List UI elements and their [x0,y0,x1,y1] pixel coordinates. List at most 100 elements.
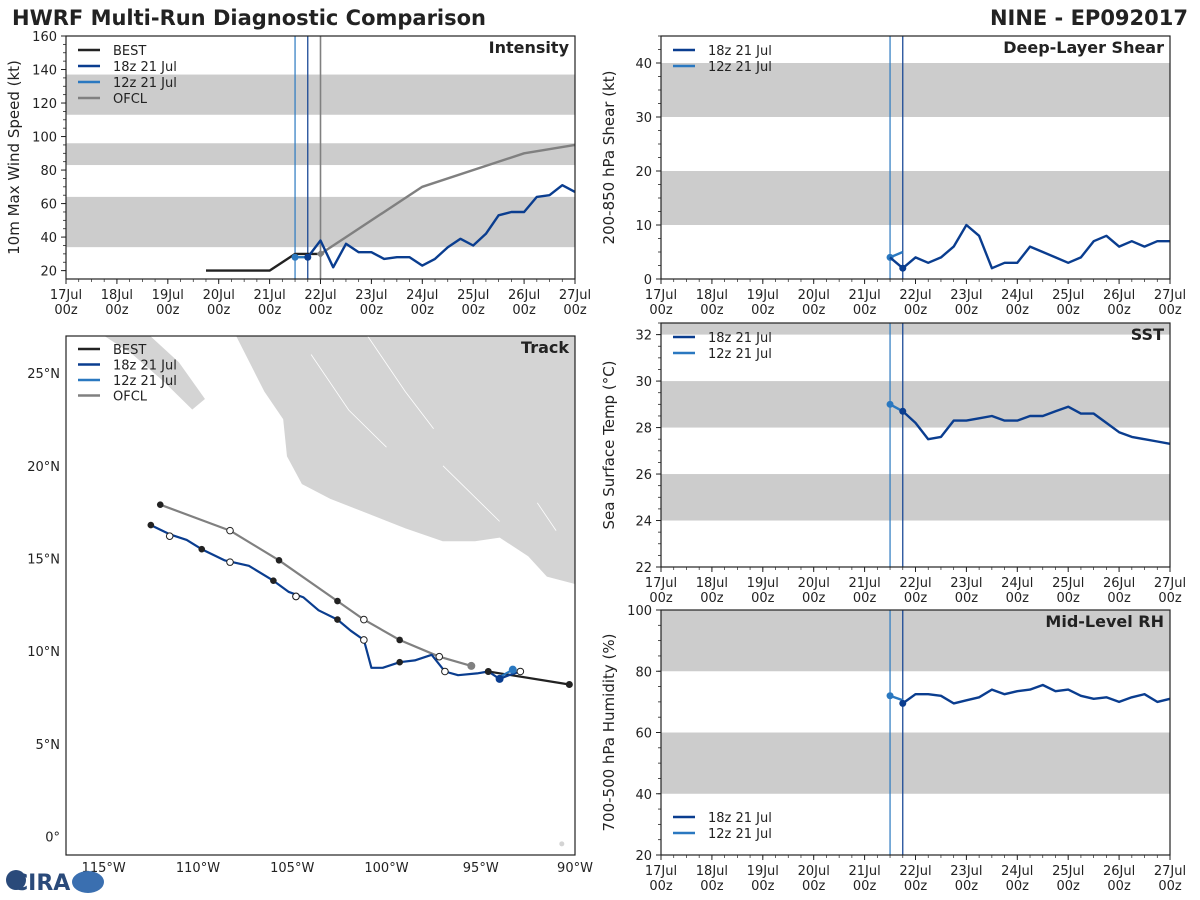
state-border-3 [536,502,557,531]
legend-label: 18z 21 Jul [708,44,772,59]
y-tick-label: 100 [32,131,57,146]
x-tick-date: 21Jul [848,864,880,879]
x-tick-date: 21Jul [848,576,880,591]
x-tick-hour: 00z [54,303,78,318]
x-tick-hour: 00z [904,303,928,318]
map-frame [65,335,576,856]
x-tick-hour: 00z [751,303,775,318]
lat-tick-label: 20°N [27,460,60,475]
track-dot-run18 [396,658,403,666]
x-tick-hour: 00z [955,879,979,894]
x-tick-hour: 00z [1158,591,1182,606]
x-tick-date: 17Jul [50,288,82,303]
x-tick-date: 24Jul [406,288,438,303]
y-tick-label: 60 [635,727,652,742]
track-dot-run18 [198,545,206,553]
x-tick-date: 22Jul [899,576,931,591]
x-tick-hour: 00z [156,303,180,318]
x-tick-date: 23Jul [950,864,982,879]
y-tick-label: 10 [635,219,652,234]
x-tick-hour: 00z [105,303,129,318]
x-tick-date: 22Jul [899,864,931,879]
x-tick-hour: 00z [1006,879,1030,894]
x-tick-date: 19Jul [152,288,184,303]
y-tick-label: 28 [635,422,652,437]
legend-label: OFCL [113,390,148,405]
x-tick-date: 25Jul [457,288,489,303]
x-tick-hour: 00z [802,303,826,318]
legend-label: 12z 21 Jul [708,60,772,75]
logo-globe-icon [6,870,26,890]
x-tick-date: 18Jul [696,576,728,591]
land-layer [102,336,575,847]
x-tick-date: 21Jul [253,288,285,303]
lon-tick-label: 110°W [176,861,220,876]
x-tick-date: 27Jul [559,288,591,303]
band-1 [661,63,1170,117]
rh-panel: 2040608010017Jul00z18Jul00z19Jul00z20Jul… [600,604,1186,894]
x-tick-date: 20Jul [798,576,830,591]
x-tick-hour: 00z [904,879,928,894]
x-tick-date: 19Jul [747,864,779,879]
y-tick-label: 140 [32,64,57,79]
y-tick-label: 60 [40,198,57,213]
figure-title: HWRF Multi-Run Diagnostic Comparison [12,6,486,30]
y-tick-label: 26 [635,468,652,483]
track-dot-open-ofcl [435,652,444,661]
track-panel: 115°W 110°W 105°W 100°W 95°W 90°W0°5°N10°N15°… [27,335,593,876]
x-tick-date: 19Jul [747,576,779,591]
x-tick-date: 25Jul [1052,576,1084,591]
y-axis-label: Sea Surface Temp (°C) [600,360,618,529]
x-tick-hour: 00z [1006,303,1030,318]
y-tick-label: 20 [40,265,57,280]
x-tick-hour: 00z [802,879,826,894]
series-marker-run18 [899,264,907,272]
x-tick-date: 27Jul [1154,288,1186,303]
track-dot-open-run18 [292,592,300,601]
intensity-panel: 2040608010012014016017Jul00z18Jul00z19Ju… [5,30,591,318]
land-baja [102,336,207,411]
lat-tick-label: 10°N [27,645,60,660]
panel-title: Mid-Level RH [1045,612,1164,631]
x-tick-date: 24Jul [1001,288,1033,303]
track-dot-open-ofcl [360,615,368,624]
storm-id: NINE - EP092017 [990,6,1188,30]
x-tick-hour: 00z [649,303,673,318]
x-tick-date: 27Jul [1154,576,1186,591]
x-tick-hour: 00z [700,879,724,894]
lon-tick-label: 100°W [364,861,408,876]
x-tick-date: 22Jul [899,288,931,303]
panel-title: SST [1131,325,1164,344]
band-2 [661,323,1170,335]
x-tick-date: 27Jul [1154,864,1186,879]
x-tick-date: 18Jul [696,288,728,303]
track-dot-open-run18 [226,558,234,566]
lat-tick-label: 0° [45,830,60,845]
y-tick-label: 100 [627,604,652,619]
land-galapagos [559,841,565,847]
x-tick-date: 23Jul [355,288,387,303]
x-tick-hour: 00z [904,591,928,606]
x-tick-date: 25Jul [1052,288,1084,303]
logo-text: CIRA [12,871,70,896]
legend-label: 12z 21 Jul [113,374,177,389]
x-tick-hour: 00z [802,591,826,606]
panel-title: Deep-Layer Shear [1003,38,1164,57]
track-dot-run18 [270,577,277,584]
x-tick-hour: 00z [360,303,384,318]
x-tick-hour: 00z [700,303,724,318]
y-tick-label: 20 [635,165,652,180]
sst-panel: 22242628303217Jul00z18Jul00z19Jul00z20Ju… [600,322,1186,606]
y-tick-label: 24 [635,515,652,530]
logo-storm-icon [72,871,104,893]
x-tick-hour: 00z [563,303,587,318]
best-marker [565,680,573,688]
legend-label: 18z 21 Jul [708,811,772,826]
state-border-1 [367,336,434,429]
legend-label: BEST [113,44,146,59]
x-tick-hour: 00z [411,303,435,318]
track-line-best [488,670,570,686]
x-tick-date: 23Jul [950,576,982,591]
series-marker-run18 [304,253,312,261]
x-tick-hour: 00z [853,879,877,894]
